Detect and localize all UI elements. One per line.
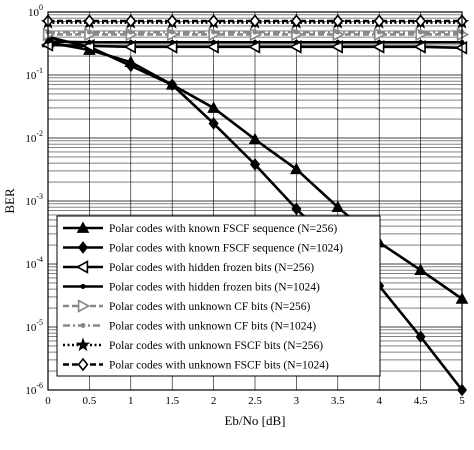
legend-marker: [80, 323, 86, 328]
legend-marker: [80, 284, 86, 289]
legend-label: Polar codes with unknown FSCF bits (N=10…: [109, 360, 329, 372]
data-point: [291, 202, 302, 216]
data-point: [211, 39, 217, 45]
data-point: [293, 39, 299, 45]
y-axis-label: BER: [2, 188, 17, 214]
data-point: [290, 14, 302, 28]
data-point: [83, 14, 95, 28]
x-tick-label: 1: [128, 395, 134, 407]
data-point: [169, 39, 175, 45]
data-point: [335, 39, 341, 45]
x-tick-label: 3: [294, 395, 300, 407]
legend-item: Polar codes with unknown CF bits (N=1024…: [63, 321, 316, 333]
data-point: [376, 39, 382, 45]
data-point: [208, 14, 220, 28]
data-point: [331, 200, 345, 213]
data-point: [252, 39, 258, 45]
x-tick-label: 0: [45, 395, 51, 407]
data-point: [418, 29, 424, 35]
data-point: [167, 78, 178, 92]
legend-item: Polar codes with unknown FSCF bits (N=25…: [63, 337, 323, 352]
data-point: [86, 39, 92, 45]
data-point: [252, 29, 258, 35]
data-point: [207, 101, 220, 113]
data-point: [415, 14, 427, 28]
data-point: [414, 263, 427, 276]
data-point: [293, 29, 299, 35]
y-tick-label: 10-1: [25, 66, 43, 82]
legend-marker: [77, 241, 89, 254]
y-tick-label: 10-6: [25, 381, 43, 397]
legend-marker: [76, 221, 90, 233]
x-tick-label: 4: [376, 395, 382, 407]
x-tick-label: 5: [459, 395, 465, 407]
data-point: [376, 29, 382, 35]
legend-box: [56, 215, 381, 377]
x-tick-label: 2.5: [248, 395, 262, 407]
data-point: [128, 29, 134, 35]
y-tick-label: 10-4: [25, 255, 43, 271]
legend-item: Polar codes with unknown FSCF bits (N=10…: [63, 357, 329, 372]
x-tick-label: 2: [211, 395, 217, 407]
legend-label: Polar codes with hidden frozen bits (N=2…: [109, 262, 314, 274]
legend-marker: [77, 357, 89, 372]
data-point: [373, 14, 385, 28]
data-point: [86, 29, 92, 35]
x-tick-label: 0.5: [83, 395, 97, 407]
x-tick-labels: 0 0.5 1 1.5 2 2.5 3 3.5 4 4.5 5: [45, 395, 465, 407]
legend-marker: [75, 337, 91, 352]
legend-marker: [77, 299, 91, 313]
legend-label: Polar codes with hidden frozen bits (N=1…: [109, 282, 320, 294]
data-point: [415, 330, 426, 344]
legend-label: Polar codes with known FSCF sequence (N=…: [109, 223, 337, 235]
legend-item: Polar codes with known FSCF sequence (N=…: [63, 241, 343, 255]
data-point: [211, 29, 217, 35]
legend-item: Polar codes with known FSCF sequence (N=…: [63, 221, 337, 235]
x-tick-label: 4.5: [414, 395, 428, 407]
legend-item: Polar codes with hidden frozen bits (N=1…: [63, 282, 320, 294]
data-point: [125, 59, 136, 73]
data-point: [169, 29, 175, 35]
legend-label: Polar codes with known FSCF sequence (N=…: [109, 243, 343, 255]
data-point: [332, 14, 344, 28]
data-point: [166, 14, 178, 28]
legend-label: Polar codes with unknown CF bits (N=256): [109, 301, 311, 313]
data-point: [125, 14, 137, 28]
data-point: [335, 29, 341, 35]
legend-label: Polar codes with unknown FSCF bits (N=25…: [109, 340, 323, 352]
y-tick-label: 100: [28, 3, 43, 19]
y-tick-label: 10-5: [25, 318, 43, 334]
data-point: [208, 117, 219, 130]
legend-item: Polar codes with hidden frozen bits (N=2…: [63, 260, 314, 274]
legend-marker: [75, 260, 89, 274]
y-tick-label: 10-2: [25, 129, 43, 145]
y-tick-labels: 10-6 10-5 10-4 10-3 10-2 10-1 100: [25, 3, 43, 397]
x-axis-label: Eb/No [dB]: [224, 413, 285, 428]
data-point: [290, 162, 303, 175]
plot-frame: [47, 11, 463, 391]
data-point: [418, 39, 424, 45]
legend-item: Polar codes with unknown CF bits (N=256): [63, 299, 311, 313]
x-tick-label: 3.5: [331, 395, 345, 407]
x-tick-label: 1.5: [165, 395, 179, 407]
legend-label: Polar codes with unknown CF bits (N=1024…: [109, 321, 316, 333]
data-point: [128, 39, 134, 45]
data-point: [249, 14, 261, 28]
data-point: [248, 132, 262, 145]
legend: Polar codes with known FSCF sequence (N=…: [56, 215, 381, 377]
data-point: [249, 158, 261, 171]
y-tick-label: 10-3: [25, 192, 43, 208]
